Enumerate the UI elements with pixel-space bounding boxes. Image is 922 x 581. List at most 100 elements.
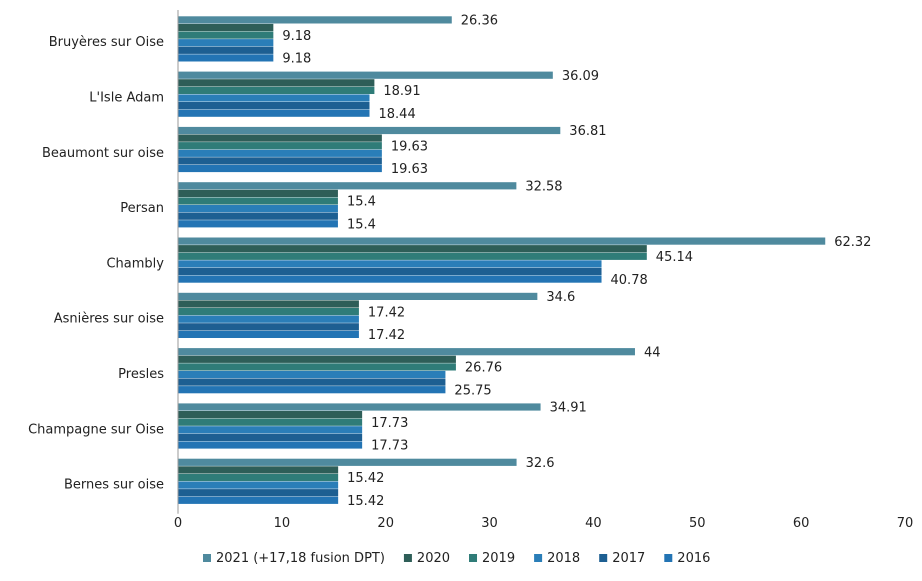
legend-label-2019: 2019	[482, 551, 515, 566]
data-label-bruyeres-sur-oise-2019: 9.18	[282, 29, 311, 44]
data-label-chambly-2016: 40.78	[611, 273, 648, 288]
x-tick-label-30: 30	[481, 516, 498, 531]
x-tick-label-40: 40	[585, 516, 602, 531]
bar-asnieres-sur-oise-2021-17-18-fusion-dpt	[178, 292, 538, 300]
bar-l-isle-adam-2016	[178, 109, 370, 117]
bar-presles-2016	[178, 386, 446, 394]
data-label-bg	[518, 178, 569, 194]
legend-swatch-2018	[534, 554, 543, 562]
category-label-asnieres-sur-oise: Asnières sur oise	[54, 312, 164, 327]
data-label-bg	[371, 105, 422, 121]
data-label-champagne-sur-oise-2019: 17.73	[371, 416, 408, 431]
bar-bernes-sur-oise-2019	[178, 473, 339, 482]
bar-l-isle-adam-2018	[178, 94, 370, 102]
bar-presles-2020	[178, 355, 456, 363]
x-tick-label-60: 60	[793, 516, 810, 531]
legend-label-2021-17-18-fusion-dpt: 2021 (+17,18 fusion DPT)	[216, 551, 385, 566]
data-label-bg	[648, 249, 699, 264]
data-label-bg	[453, 12, 504, 28]
bar-bruyeres-sur-oise-2020	[178, 23, 274, 32]
data-label-presles-2021-17-18-fusion-dpt: 44	[644, 345, 661, 360]
data-label-l-isle-adam-2019: 18.91	[383, 84, 420, 99]
bar-presles-2017	[178, 378, 446, 386]
bar-bernes-sur-oise-2017	[178, 489, 339, 497]
legend-swatch-2016	[664, 554, 673, 562]
data-label-asnieres-sur-oise-2019: 17.42	[368, 305, 405, 320]
bar-presles-2018	[178, 370, 446, 379]
data-label-bg	[562, 123, 613, 139]
bar-bernes-sur-oise-2018	[178, 481, 339, 489]
data-label-champagne-sur-oise-2021-17-18-fusion-dpt: 34.91	[550, 401, 587, 416]
data-label-persan-2016: 15.4	[347, 218, 376, 233]
data-label-champagne-sur-oise-2016: 17.73	[371, 439, 408, 454]
x-tick-label-0: 0	[174, 516, 182, 531]
data-label-bg	[383, 138, 434, 154]
bar-chambly-2020	[178, 245, 647, 253]
bar-persan-2021-17-18-fusion-dpt	[178, 182, 517, 190]
bar-l-isle-adam-2021-17-18-fusion-dpt	[178, 71, 553, 79]
bar-champagne-sur-oise-2016	[178, 441, 363, 449]
bar-champagne-sur-oise-2021-17-18-fusion-dpt	[178, 403, 541, 411]
x-tick-label-50: 50	[689, 516, 706, 531]
bar-asnieres-sur-oise-2017	[178, 323, 359, 331]
data-label-bg	[339, 193, 382, 209]
bar-presles-2019	[178, 363, 456, 371]
data-label-bg	[539, 289, 582, 305]
data-label-bg	[275, 50, 318, 66]
data-label-beaumont-sur-oise-2016: 19.63	[391, 162, 428, 177]
bar-beaumont-sur-oise-2021-17-18-fusion-dpt	[178, 126, 561, 135]
legend-swatch-2020	[403, 554, 412, 562]
legend-swatch-2021-17-18-fusion-dpt	[203, 554, 211, 562]
category-label-beaumont-sur-oise: Beaumont sur oise	[42, 146, 164, 161]
bar-chambly-2019	[178, 252, 647, 260]
category-label-persan: Persan	[120, 201, 164, 216]
x-tick-label-70: 70	[897, 516, 914, 531]
data-label-bg	[275, 27, 318, 43]
bar-l-isle-adam-2019	[178, 86, 375, 94]
data-label-bg	[360, 304, 411, 320]
bar-persan-2020	[178, 189, 338, 197]
bar-beaumont-sur-oise-2016	[178, 164, 382, 173]
category-labels-group: Bruyères sur Oise L'Isle Adam Beaumont sur…	[28, 35, 164, 492]
data-label-bernes-sur-oise-2021-17-18-fusion-dpt: 32.6	[526, 456, 555, 471]
data-label-beaumont-sur-oise-2021-17-18-fusion-dpt: 36.81	[569, 124, 606, 139]
data-label-beaumont-sur-oise-2019: 19.63	[391, 139, 428, 154]
data-label-asnieres-sur-oise-2016: 17.42	[368, 328, 405, 343]
bar-asnieres-sur-oise-2020	[178, 300, 359, 308]
bar-bruyeres-sur-oise-2018	[178, 39, 274, 47]
bar-persan-2017	[178, 212, 338, 220]
bar-bruyeres-sur-oise-2016	[178, 54, 274, 62]
category-label-chambly: Chambly	[106, 256, 164, 271]
legend-label-2018: 2018	[547, 551, 580, 566]
bar-asnieres-sur-oise-2016	[178, 330, 359, 338]
bar-bruyeres-sur-oise-2021-17-18-fusion-dpt	[178, 16, 452, 24]
bar-champagne-sur-oise-2020	[178, 411, 363, 419]
bars-group	[178, 16, 826, 504]
data-label-bernes-sur-oise-2016: 15.42	[347, 494, 384, 509]
data-label-bg	[340, 470, 391, 486]
x-tick-label-10: 10	[274, 516, 291, 531]
x-tick-label-20: 20	[377, 516, 394, 531]
bar-persan-2018	[178, 205, 338, 213]
data-label-bruyeres-sur-oise-2021-17-18-fusion-dpt: 26.36	[461, 14, 498, 29]
data-label-bg	[457, 359, 508, 375]
data-label-bg	[364, 414, 415, 430]
data-label-presles-2019: 26.76	[465, 361, 502, 376]
x-tick-labels-group: 0 10 20 30 40 50 60 70	[174, 516, 913, 531]
data-label-asnieres-sur-oise-2021-17-18-fusion-dpt: 34.6	[546, 290, 575, 305]
bar-beaumont-sur-oise-2019	[178, 142, 382, 150]
data-label-bg	[603, 271, 654, 287]
bar-asnieres-sur-oise-2018	[178, 315, 359, 323]
legend-label-2020: 2020	[417, 551, 450, 566]
bar-beaumont-sur-oise-2017	[178, 157, 382, 165]
bar-l-isle-adam-2017	[178, 102, 370, 110]
data-label-chambly-2019: 45.14	[656, 250, 693, 265]
data-label-bg	[542, 399, 593, 415]
bar-chambly-2017	[178, 267, 602, 276]
data-label-bg	[360, 327, 411, 343]
data-label-l-isle-adam-2021-17-18-fusion-dpt: 36.09	[562, 69, 599, 84]
bar-bernes-sur-oise-2021-17-18-fusion-dpt	[178, 458, 517, 466]
data-label-bg	[340, 493, 391, 508]
data-label-l-isle-adam-2016: 18.44	[379, 107, 416, 122]
